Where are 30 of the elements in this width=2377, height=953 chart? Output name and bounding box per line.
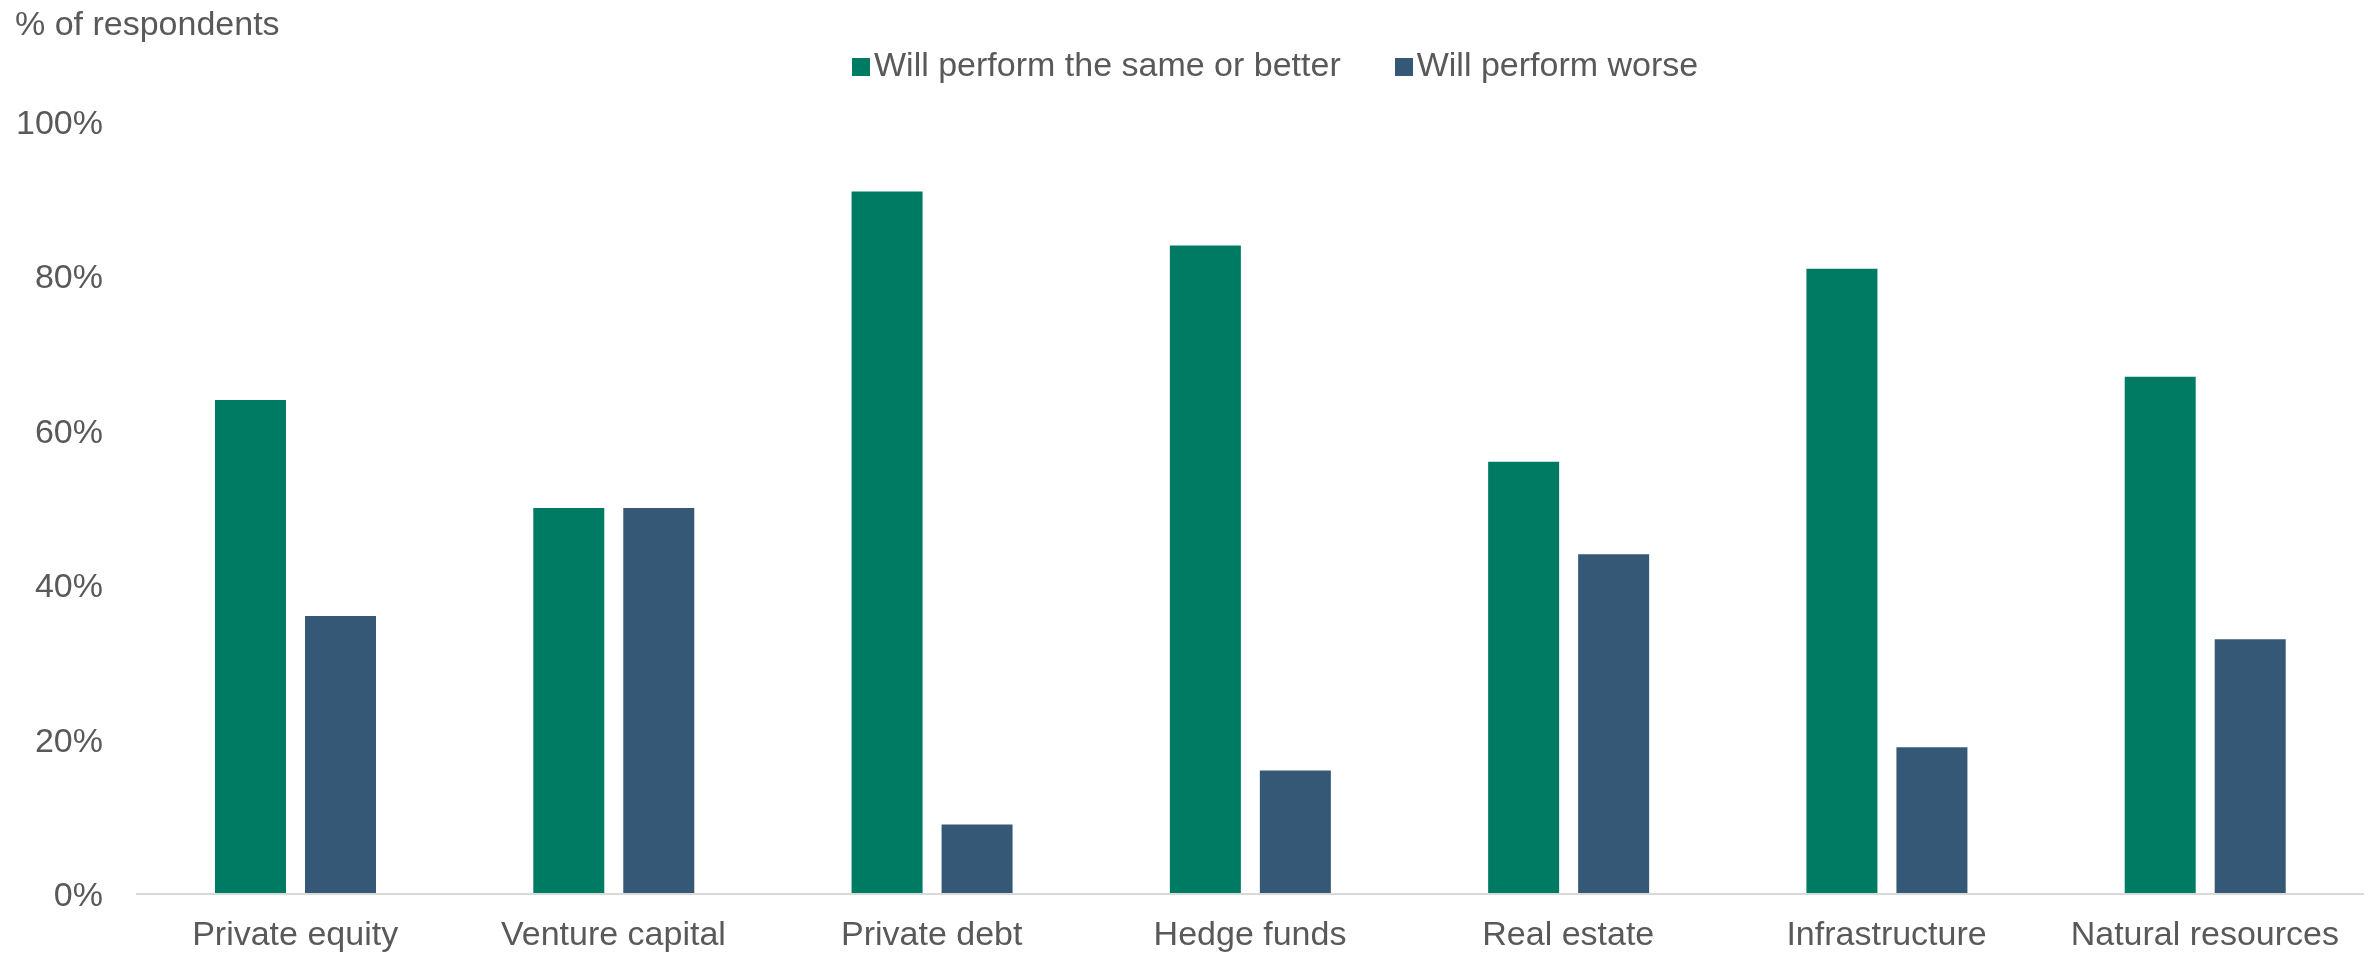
bar (2214, 639, 2286, 894)
y-tick-label: 20% (34, 720, 103, 759)
y-tick-label: 80% (34, 257, 103, 296)
bar (1806, 268, 1878, 894)
bar (851, 191, 923, 894)
bar (1259, 770, 1331, 894)
y-tick-label: 40% (34, 566, 103, 605)
x-tick-label: Private equity (192, 914, 399, 953)
legend-label: Will perform worse (1416, 45, 1699, 83)
bar (215, 399, 286, 894)
y-tick-label: 60% (34, 411, 103, 450)
y-axis-title: % of respondents (15, 3, 280, 43)
x-tick-label: Private debt (840, 914, 1023, 953)
bar (941, 824, 1013, 894)
bar (1896, 747, 1968, 894)
y-tick-label: 0% (53, 875, 103, 914)
bar (305, 616, 376, 894)
bar (533, 508, 605, 894)
x-tick-label: Real estate (1482, 914, 1655, 953)
x-tick-label: Venture capital (500, 914, 726, 953)
bar (1169, 245, 1241, 894)
y-tick-label: 100% (16, 103, 103, 142)
x-tick-label: Infrastructure (1786, 914, 1987, 953)
bar (1578, 554, 1650, 894)
bar (1488, 461, 1560, 894)
x-tick-label: Natural resources (2070, 914, 2340, 953)
bar (623, 508, 695, 894)
x-tick-label: Hedge funds (1153, 914, 1347, 953)
bar (2124, 376, 2196, 894)
legend-label: Will perform the same or better (874, 45, 1341, 83)
